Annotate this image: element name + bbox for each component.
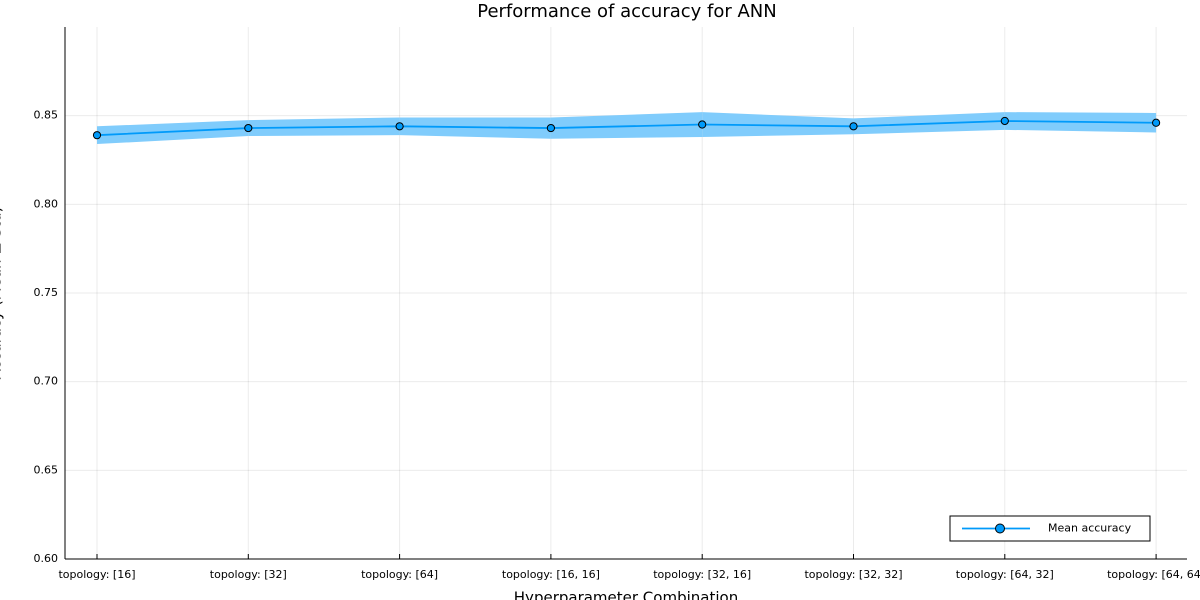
x-tick-label: topology: [32] bbox=[210, 568, 287, 581]
x-tick-label: topology: [64, 64] bbox=[1107, 568, 1200, 581]
x-tick-label: topology: [64, 32] bbox=[956, 568, 1054, 581]
y-tick-label: 0.65 bbox=[34, 463, 59, 476]
y-tick-label: 0.80 bbox=[34, 197, 59, 210]
legend-label: Mean accuracy bbox=[1048, 522, 1132, 535]
y-axis-label: Accuracy (Mean ± Std) bbox=[0, 207, 5, 380]
y-tick-label: 0.85 bbox=[34, 109, 59, 122]
legend-marker bbox=[995, 523, 1005, 534]
mean-marker bbox=[92, 131, 102, 140]
y-tick-label: 0.70 bbox=[34, 375, 59, 388]
x-tick-label: topology: [16, 16] bbox=[502, 568, 600, 581]
x-tick-label: topology: [16] bbox=[58, 568, 135, 581]
y-tick-label: 0.75 bbox=[34, 286, 59, 299]
y-tick-label: 0.60 bbox=[34, 552, 59, 565]
chart-title: Performance of accuracy for ANN bbox=[477, 1, 777, 22]
mean-marker bbox=[849, 122, 858, 131]
mean-marker bbox=[395, 122, 404, 131]
mean-marker bbox=[698, 120, 707, 129]
x-tick-label: topology: [32, 32] bbox=[804, 568, 902, 581]
mean-marker bbox=[244, 123, 253, 133]
mean-line bbox=[96, 120, 1157, 137]
x-tick-label: topology: [32, 16] bbox=[653, 568, 751, 581]
x-axis-label: Hyperparameter Combination bbox=[514, 589, 738, 600]
x-tick-label: topology: [64] bbox=[361, 568, 438, 581]
mean-marker bbox=[1000, 116, 1009, 126]
mean-marker bbox=[546, 123, 556, 133]
mean-marker bbox=[1152, 118, 1161, 127]
